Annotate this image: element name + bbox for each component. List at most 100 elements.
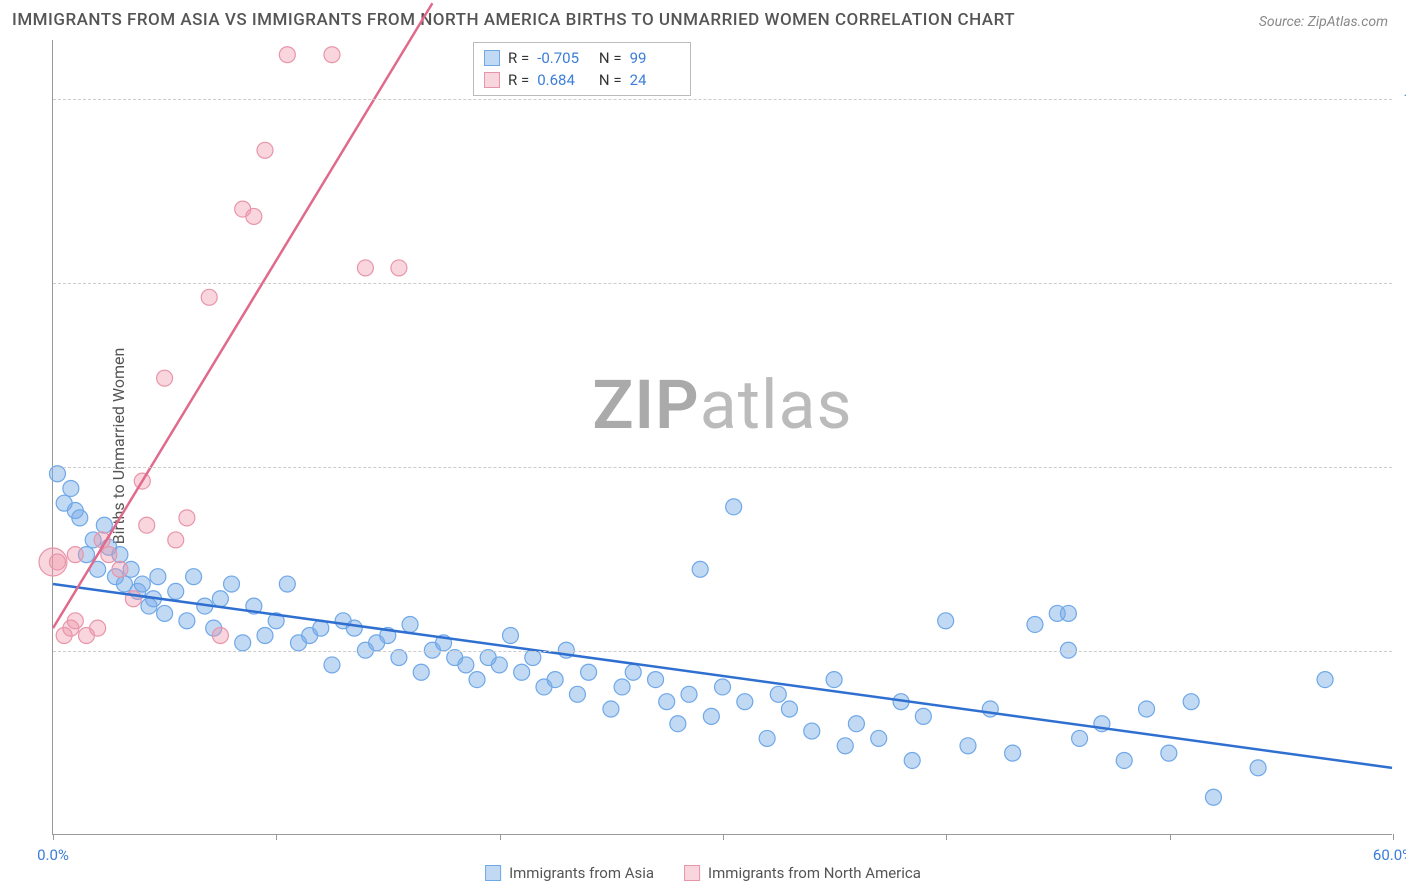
scatter-point	[614, 679, 630, 695]
xtick	[723, 834, 724, 840]
scatter-point	[257, 628, 273, 644]
chart-container: IMMIGRANTS FROM ASIA VS IMMIGRANTS FROM …	[0, 0, 1406, 892]
scatter-point	[168, 532, 184, 548]
scatter-point	[871, 730, 887, 746]
n-label: N =	[595, 71, 621, 89]
scatter-point	[179, 510, 195, 526]
scatter-point	[279, 47, 295, 63]
legend-label-asia: Immigrants from Asia	[509, 864, 654, 882]
scatter-point	[112, 561, 128, 577]
n-value-na: 24	[630, 71, 680, 89]
scatter-point	[837, 738, 853, 754]
scatter-point	[469, 672, 485, 688]
scatter-point	[257, 142, 273, 158]
scatter-point	[648, 672, 664, 688]
scatter-point	[1116, 752, 1132, 768]
scatter-point	[1183, 694, 1199, 710]
scatter-point	[569, 686, 585, 702]
xtick	[53, 834, 54, 840]
xtick	[1170, 834, 1171, 840]
scatter-point	[458, 657, 474, 673]
scatter-point	[581, 664, 597, 680]
scatter-point	[67, 613, 83, 629]
scatter-point	[201, 289, 217, 305]
scatter-point	[1161, 745, 1177, 761]
scatter-point	[224, 576, 240, 592]
gridline	[53, 99, 1392, 100]
scatter-point	[179, 613, 195, 629]
gridline	[53, 467, 1392, 468]
legend-item-asia: Immigrants from Asia	[485, 864, 654, 882]
ytick-label: 50.0%	[1397, 458, 1406, 476]
xtick	[500, 834, 501, 840]
scatter-point	[1005, 745, 1021, 761]
scatter-point	[491, 657, 507, 673]
swatch-asia-icon	[485, 865, 501, 881]
scatter-point	[96, 517, 112, 533]
scatter-point	[1205, 789, 1221, 805]
bottom-legend: Immigrants from Asia Immigrants from Nor…	[485, 864, 921, 882]
scatter-point	[1317, 672, 1333, 688]
scatter-point	[904, 752, 920, 768]
xtick-label: 60.0%	[1373, 846, 1406, 864]
xtick-label: 0.0%	[37, 846, 69, 864]
scatter-point	[960, 738, 976, 754]
scatter-point	[759, 730, 775, 746]
scatter-point	[659, 694, 675, 710]
scatter-point	[1250, 760, 1266, 776]
scatter-point	[391, 260, 407, 276]
scatter-point	[49, 554, 65, 570]
xtick	[1393, 834, 1394, 840]
scatter-point	[1060, 605, 1076, 621]
scatter-point	[157, 370, 173, 386]
trend-line	[53, 584, 1392, 768]
legend-label-na: Immigrants from North America	[708, 864, 921, 882]
scatter-point	[681, 686, 697, 702]
scatter-point	[603, 701, 619, 717]
scatter-point	[324, 657, 340, 673]
scatter-point	[781, 701, 797, 717]
scatter-point	[402, 616, 418, 632]
swatch-asia	[484, 50, 500, 66]
trend-line	[53, 3, 432, 628]
r-label: R =	[508, 49, 529, 67]
scatter-point	[139, 517, 155, 533]
scatter-point	[804, 723, 820, 739]
xtick	[276, 834, 277, 840]
scatter-point	[324, 47, 340, 63]
scatter-point	[346, 620, 362, 636]
ytick-label: 100.0%	[1397, 90, 1406, 108]
scatter-point	[692, 561, 708, 577]
n-label: N =	[595, 49, 621, 67]
plot-svg	[53, 40, 1392, 834]
scatter-point	[1139, 701, 1155, 717]
scatter-point	[703, 708, 719, 724]
scatter-point	[67, 547, 83, 563]
scatter-point	[726, 499, 742, 515]
scatter-point	[413, 664, 429, 680]
scatter-point	[246, 208, 262, 224]
correlation-legend: R = -0.705 N = 99 R = 0.684 N = 24	[473, 42, 691, 96]
scatter-point	[49, 466, 65, 482]
r-value-asia: -0.705	[537, 49, 587, 67]
scatter-point	[670, 716, 686, 732]
stats-row-na: R = 0.684 N = 24	[484, 69, 680, 91]
scatter-point	[826, 672, 842, 688]
scatter-point	[514, 664, 530, 680]
scatter-point	[72, 510, 88, 526]
scatter-point	[357, 260, 373, 276]
scatter-point	[134, 576, 150, 592]
stats-row-asia: R = -0.705 N = 99	[484, 47, 680, 69]
scatter-point	[235, 635, 251, 651]
scatter-point	[770, 686, 786, 702]
r-value-na: 0.684	[537, 71, 587, 89]
ytick-label: 75.0%	[1397, 274, 1406, 292]
scatter-point	[715, 679, 731, 695]
scatter-point	[1027, 616, 1043, 632]
scatter-point	[157, 605, 173, 621]
gridline	[53, 651, 1392, 652]
scatter-point	[625, 664, 641, 680]
scatter-point	[63, 480, 79, 496]
scatter-point	[101, 547, 117, 563]
scatter-point	[150, 569, 166, 585]
